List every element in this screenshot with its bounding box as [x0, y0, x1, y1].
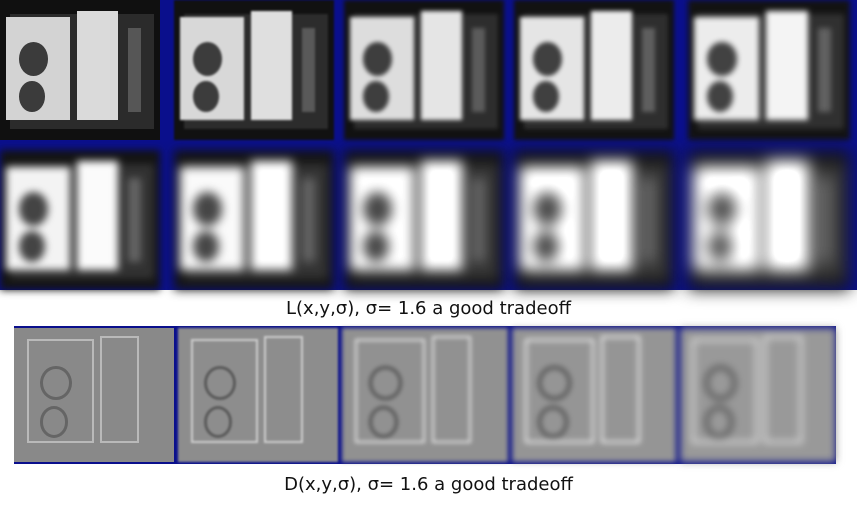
gaussian-tile-r2-c2 — [174, 150, 334, 290]
dog-tile-c1 — [14, 328, 174, 462]
gaussian-tile-r2-c1 — [0, 150, 160, 290]
gaussian-tile-r2-c4 — [514, 150, 674, 290]
gaussian-tile-r2-c3 — [344, 150, 504, 290]
gaussian-tile-r1-c4 — [514, 0, 674, 140]
gaussian-tile-r1-c5 — [688, 0, 850, 140]
caption-dog: D(x,y,σ), σ= 1.6 a good tradeoff — [284, 474, 573, 495]
gaussian-tile-r1-c1 — [0, 0, 160, 140]
gaussian-tile-r2-c5 — [688, 150, 850, 290]
gaussian-tile-r1-c2 — [174, 0, 334, 140]
dog-tile-c5 — [680, 328, 836, 462]
gaussian-tile-r1-c3 — [344, 0, 504, 140]
caption-gaussian: L(x,y,σ), σ= 1.6 a good tradeoff — [286, 298, 571, 319]
dog-tile-c3 — [342, 328, 508, 462]
dog-tile-c2 — [178, 328, 338, 462]
dog-tile-c4 — [512, 328, 676, 462]
